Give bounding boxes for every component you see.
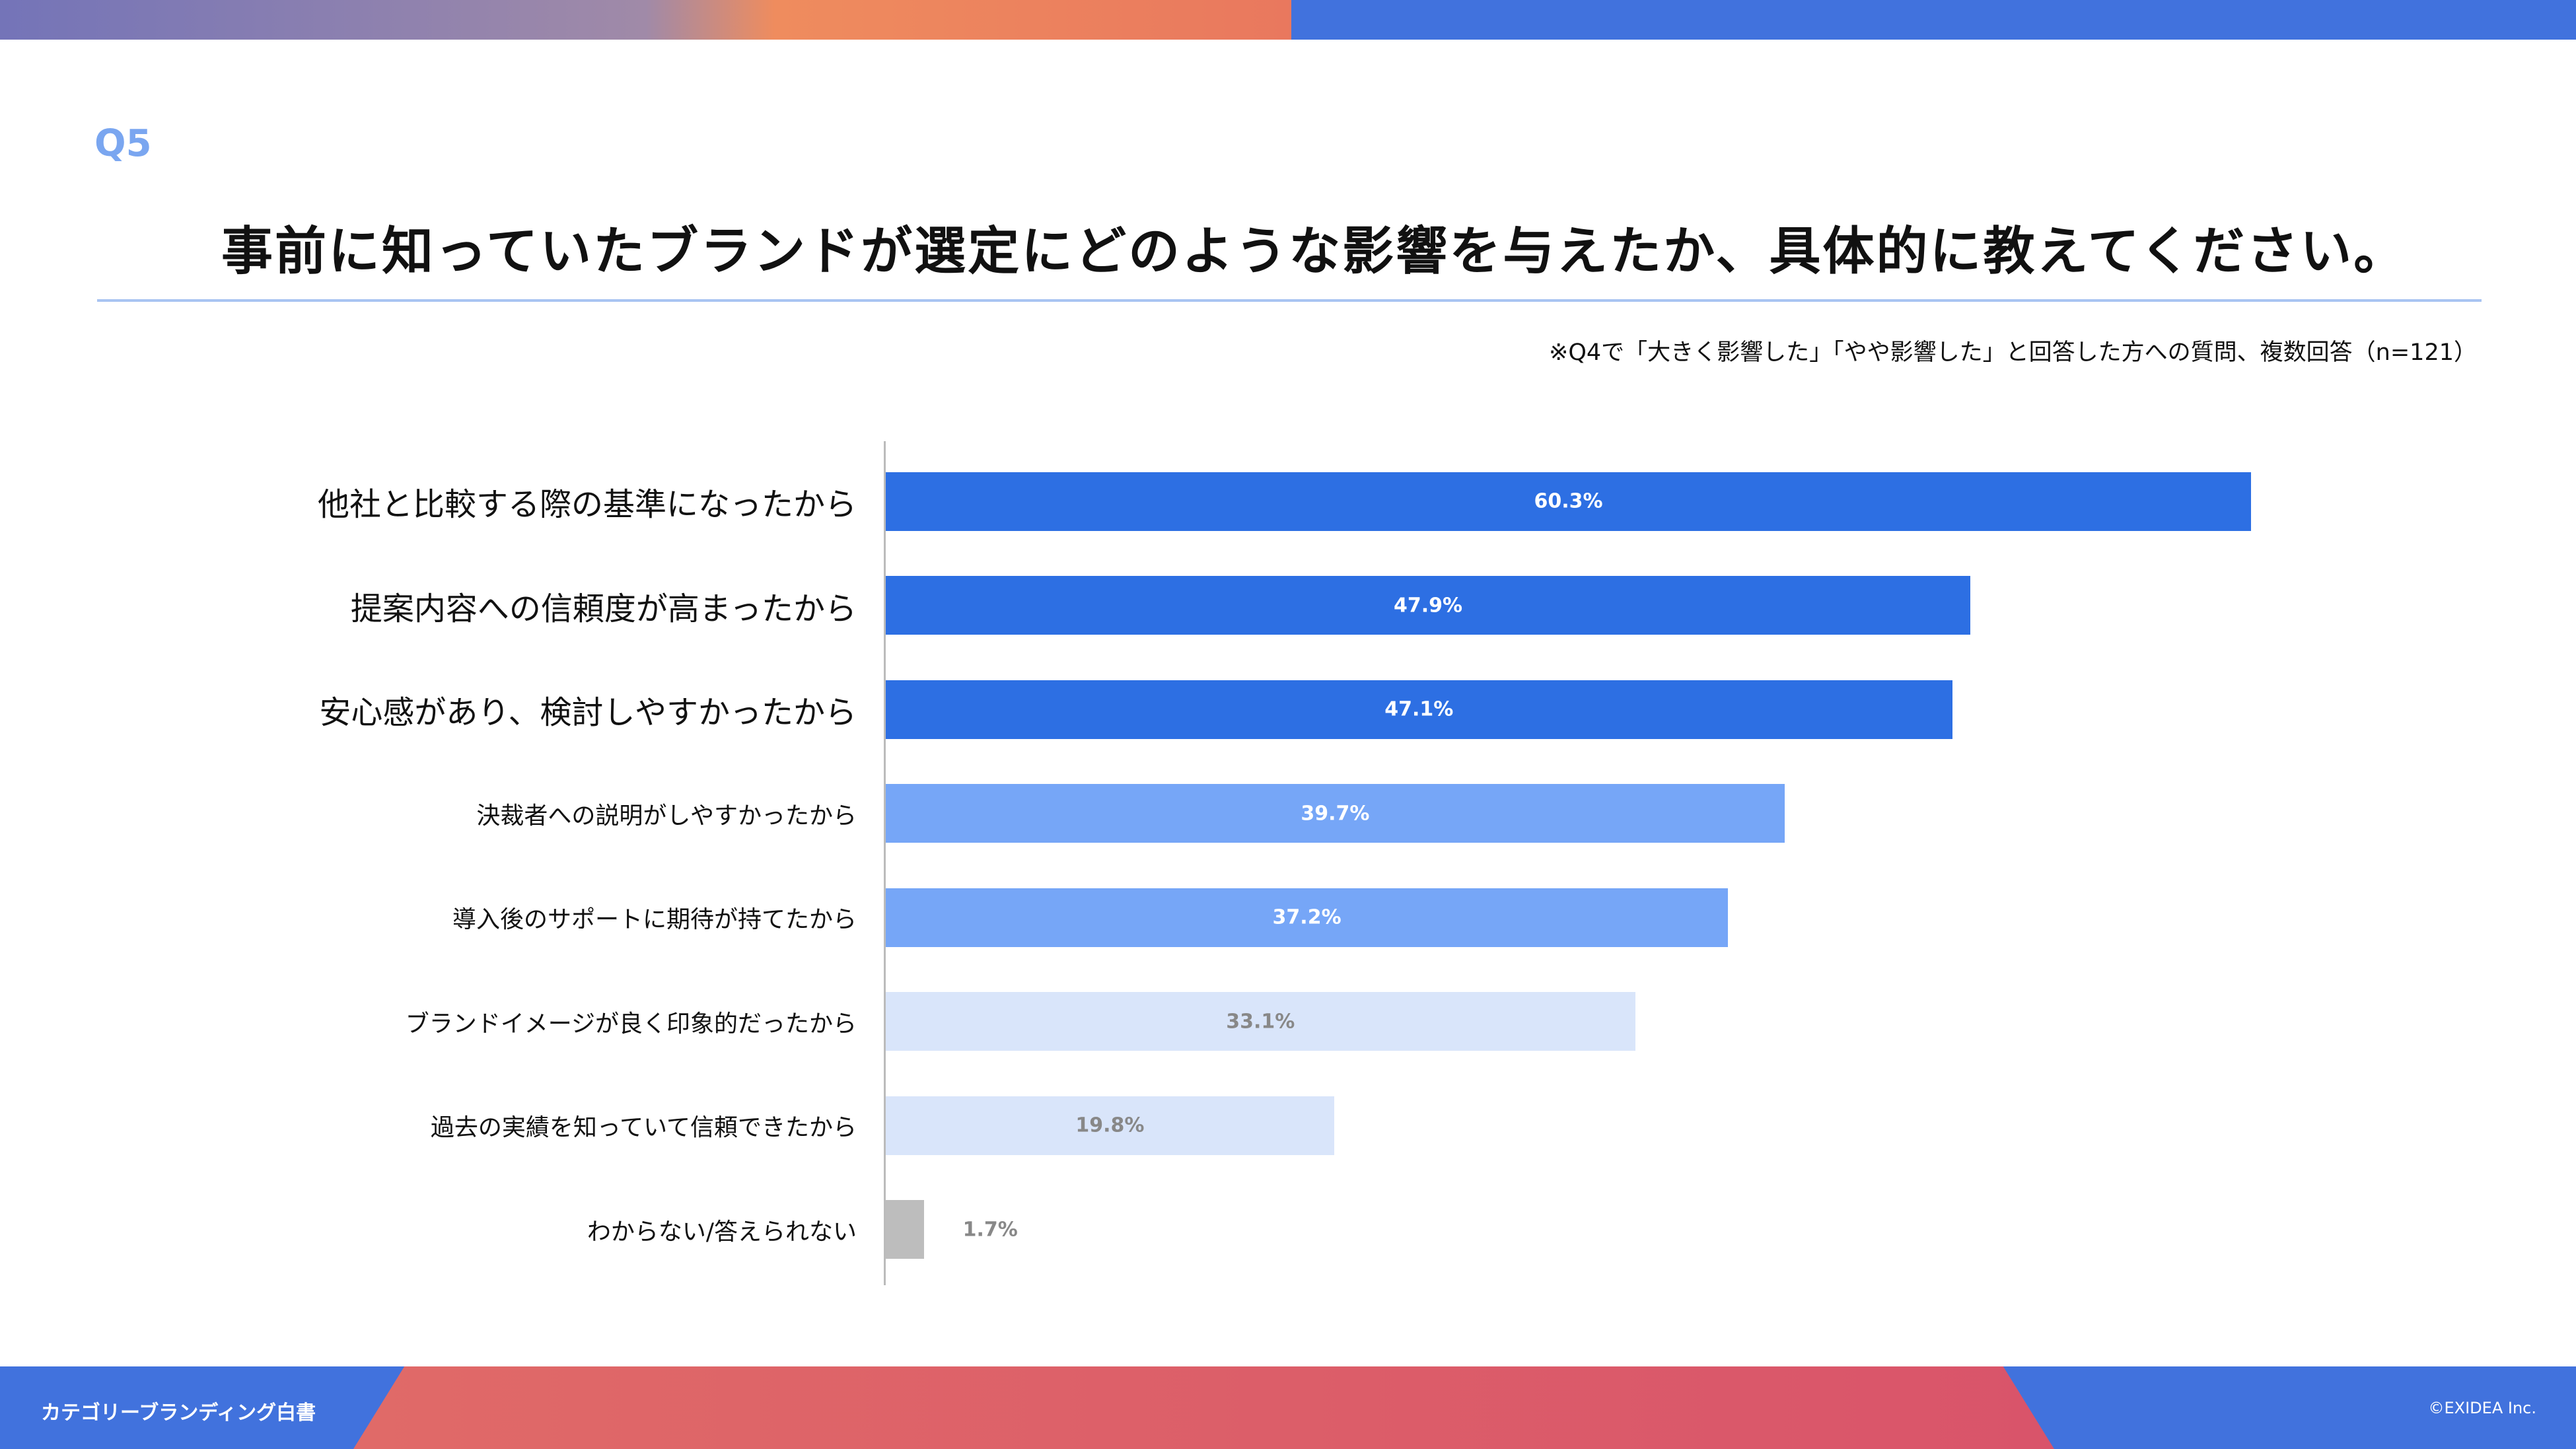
value-label: 33.1% [1226,1010,1295,1033]
bar [886,888,1729,947]
page-title: 事前に知っていたブランドが選定にどのような影響を与えたか、具体的に教えてください… [221,222,2408,281]
title-divider [97,299,2482,302]
bar [886,472,2252,531]
category-label: 提案内容への信頼度が高まったから [350,590,857,627]
category-label: わからない/答えられない [587,1218,857,1246]
value-label: 60.3% [1534,489,1603,513]
category-label: 過去の実績を知っていて信頼できたから [430,1114,857,1141]
category-label: 決裁者への説明がしやすかったから [476,802,857,830]
question-number: Q5 [94,122,152,165]
value-label: 47.9% [1393,594,1463,617]
top-gradient-band [0,0,1291,40]
bar [886,680,1952,739]
value-label: 39.7% [1301,802,1370,825]
value-label: 1.7% [962,1218,1018,1241]
category-label: 導入後のサポートに期待が持てたから [452,906,857,933]
chart-axis [884,441,886,1285]
bar [886,1200,925,1259]
value-label: 19.8% [1075,1113,1145,1137]
sample-note: ※Q4で「大きく影響した」「やや影響した」と回答した方への質問、複数回答（n=1… [1549,339,2477,366]
category-label: ブランドイメージが良く印象的だったから [405,1010,857,1038]
category-label: 他社と比較する際の基準になったから [317,486,857,523]
value-label: 47.1% [1384,697,1454,721]
bottom-decorative-band [0,1366,2576,1449]
bar [886,992,1635,1051]
footer-publication-title: カテゴリーブランディング白書 [41,1401,316,1425]
bottom-gradient-band [353,1366,2054,1449]
footer-copyright: ©EXIDEA Inc. [2428,1399,2537,1417]
category-label: 安心感があり、検討しやすかったから [319,694,857,731]
top-decorative-band [0,0,2576,40]
bar [886,784,1785,843]
bar [886,1096,1334,1155]
value-label: 37.2% [1272,905,1342,929]
bar [886,576,1970,635]
